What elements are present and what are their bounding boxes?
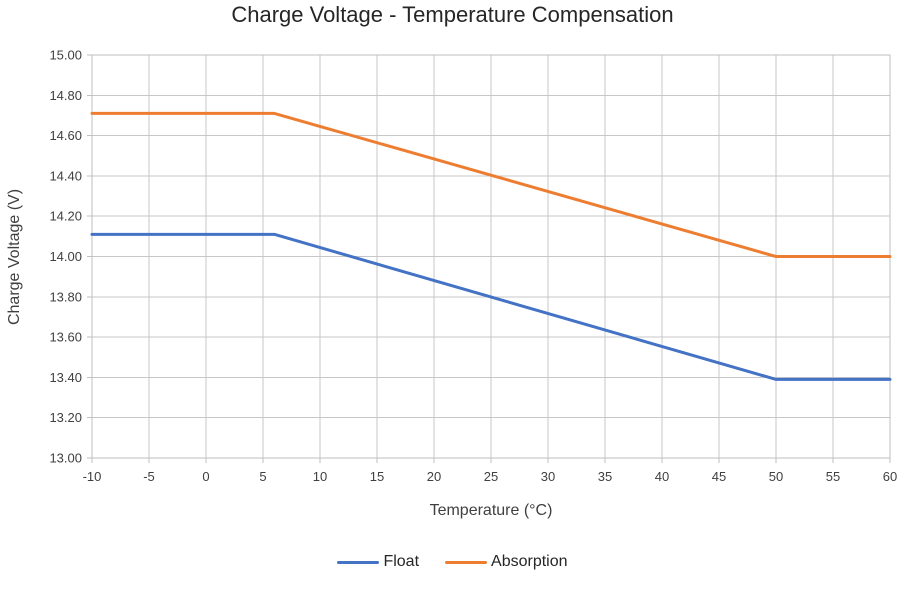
x-tick-label: -10 (83, 469, 102, 484)
x-tick-label: 55 (826, 469, 840, 484)
x-tick-label: 10 (313, 469, 327, 484)
legend-item-float: Float (337, 553, 419, 571)
y-tick-label: 13.80 (49, 289, 82, 304)
x-tick-label: 5 (259, 469, 266, 484)
x-tick-label: 30 (541, 469, 555, 484)
x-tick-label: 0 (202, 469, 209, 484)
legend-label-absorption: Absorption (491, 553, 568, 570)
legend: Float Absorption (0, 553, 905, 571)
y-tick-label: 13.00 (49, 451, 82, 466)
y-tick-label: 13.20 (49, 410, 82, 425)
legend-label-float: Float (383, 553, 420, 570)
y-tick-label: 15.00 (49, 48, 82, 63)
x-tick-label: -5 (143, 469, 155, 484)
x-tick-label: 40 (655, 469, 669, 484)
y-tick-label: 13.40 (49, 370, 82, 385)
y-tick-label: 13.60 (49, 330, 82, 345)
series-lines (90, 111, 892, 381)
x-tick-label: 15 (370, 469, 384, 484)
x-tick-label: 25 (484, 469, 498, 484)
series-line-float (90, 232, 892, 381)
y-tick-label: 14.20 (49, 209, 82, 224)
legend-line-swatch-absorption (445, 560, 488, 564)
legend-line-swatch-float (337, 560, 380, 564)
x-tick-label: 20 (427, 469, 441, 484)
x-tick-label: 45 (712, 469, 726, 484)
x-tick-label: 50 (769, 469, 783, 484)
y-tick-label: 14.80 (49, 88, 82, 103)
plot-svg: -10 -5 0 5 10 15 20 25 30 35 40 45 50 55 60 13.00 13.20 1… (6, 48, 897, 520)
y-axis-title: Charge Voltage (V) (6, 189, 23, 325)
chart-title: Charge Voltage - Temperature Compensatio… (231, 2, 674, 27)
y-tick-label: 14.60 (49, 128, 82, 143)
series-line-absorption (90, 111, 892, 258)
x-tick-label: 60 (883, 469, 897, 484)
axis-ticks (87, 54, 891, 463)
tick-labels: -10 -5 0 5 10 15 20 25 30 35 40 45 50 55 60 13.00 13.20 1… (49, 48, 897, 485)
x-tick-label: 35 (598, 469, 612, 484)
x-axis-title: Temperature (°C) (430, 502, 553, 519)
y-tick-label: 14.00 (49, 249, 82, 264)
legend-item-absorption: Absorption (445, 553, 568, 571)
y-tick-label: 14.40 (49, 168, 82, 183)
gridlines (91, 54, 891, 459)
